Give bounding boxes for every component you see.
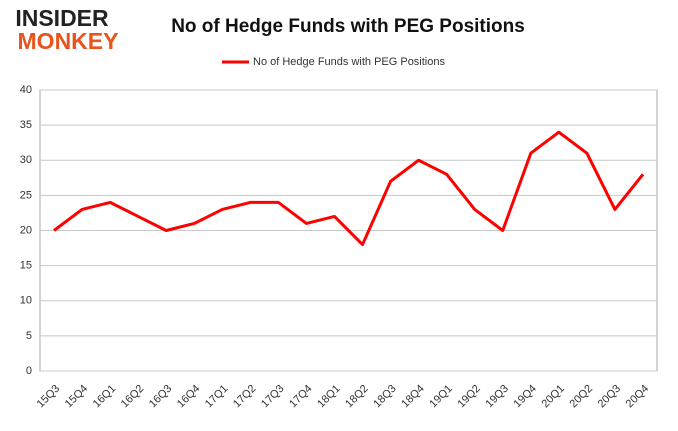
x-tick-label: 16Q4 [175, 383, 203, 411]
x-tick-label: 16Q2 [119, 383, 147, 411]
x-tick-label: 18Q4 [399, 383, 427, 411]
y-tick-label: 0 [26, 365, 32, 377]
y-tick-label: 10 [20, 295, 32, 307]
x-tick-label: 19Q1 [427, 383, 455, 411]
x-tick-label: 15Q4 [63, 383, 91, 411]
x-tick-label: 19Q2 [455, 383, 483, 411]
y-tick-label: 20 [20, 224, 32, 236]
logo-line1: INSIDER [15, 5, 109, 31]
x-tick-label: 18Q2 [343, 383, 371, 411]
x-tick-label: 20Q1 [539, 383, 567, 411]
x-tick-label: 17Q2 [231, 383, 259, 411]
logo-line2: MONKEY [18, 28, 119, 54]
x-tick-label: 17Q3 [259, 383, 287, 411]
x-tick-label: 20Q2 [568, 383, 596, 411]
x-tick-label: 15Q3 [35, 383, 63, 411]
x-tick-label: 16Q3 [147, 383, 175, 411]
chart-title: No of Hedge Funds with PEG Positions [171, 16, 525, 37]
x-tick-label: 18Q3 [371, 383, 399, 411]
x-tick-label: 16Q1 [91, 383, 119, 411]
data-line [53, 130, 645, 247]
x-tick-label: 19Q3 [483, 383, 511, 411]
x-tick-label: 20Q4 [624, 383, 652, 411]
x-tick-label: 19Q4 [511, 383, 539, 411]
y-tick-label: 25 [20, 189, 32, 201]
x-tick-label: 18Q1 [315, 383, 343, 411]
legend-label: No of Hedge Funds with PEG Positions [253, 56, 445, 68]
x-tick-label: 17Q4 [287, 383, 315, 411]
x-tick-label: 20Q3 [596, 383, 624, 411]
x-tick-label: 17Q1 [203, 383, 231, 411]
y-tick-label: 15 [20, 260, 32, 272]
y-tick-label: 5 [26, 330, 32, 342]
y-tick-label: 35 [20, 119, 32, 131]
y-tick-label: 30 [20, 154, 32, 166]
y-tick-label: 40 [20, 84, 32, 96]
